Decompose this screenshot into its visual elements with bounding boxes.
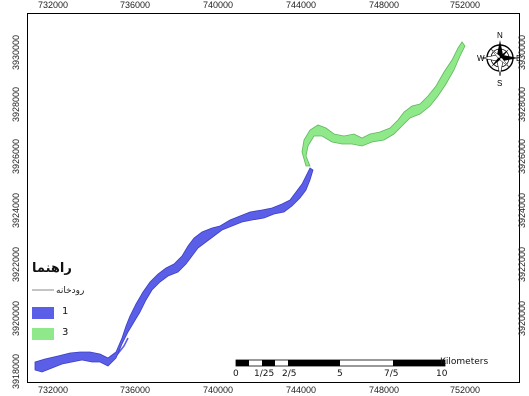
compass-north-label: N xyxy=(497,31,503,40)
x-tick-top: 732000 xyxy=(38,0,69,10)
x-tick-bottom: 736000 xyxy=(120,385,151,395)
x-tick-bottom: 752000 xyxy=(450,385,481,395)
scale-unit-label: Kilometers xyxy=(440,357,489,367)
scale-label: 2/5 xyxy=(282,369,297,379)
scale-label: 7/5 xyxy=(384,369,399,379)
compass-south-label: S xyxy=(497,79,502,88)
x-tick-bottom: 732000 xyxy=(38,385,69,395)
legend-swatch-zone-3 xyxy=(32,328,54,340)
x-tick-top: 736000 xyxy=(120,0,151,10)
compass-west-label: W xyxy=(477,54,485,63)
zone-1-area xyxy=(34,167,314,373)
scale-bar xyxy=(235,359,446,367)
x-tick-top: 752000 xyxy=(450,0,481,10)
x-tick-bottom: 740000 xyxy=(203,385,234,395)
compass-east-label: E xyxy=(516,54,521,63)
legend-label-zone-1: 1 xyxy=(62,306,69,317)
legend-label-zone-3: 3 xyxy=(62,327,69,338)
x-tick-bottom: 748000 xyxy=(369,385,400,395)
x-tick-top: 744000 xyxy=(286,0,317,10)
scale-label: 10 xyxy=(436,369,448,379)
legend-river-label: رودخانه xyxy=(56,286,85,296)
compass-rose-icon: N S E W xyxy=(477,31,521,88)
scale-label: 1/25 xyxy=(254,369,275,379)
scale-label: 0 xyxy=(233,369,239,379)
scale-label: 5 xyxy=(337,369,343,379)
x-tick-bottom: 744000 xyxy=(286,385,317,395)
x-tick-top: 740000 xyxy=(203,0,234,10)
x-tick-top: 748000 xyxy=(369,0,400,10)
legend-title: راهنما xyxy=(32,261,72,276)
map-frame xyxy=(27,13,520,383)
zone-3-area xyxy=(301,41,466,167)
legend-swatch-zone-1 xyxy=(32,307,54,319)
